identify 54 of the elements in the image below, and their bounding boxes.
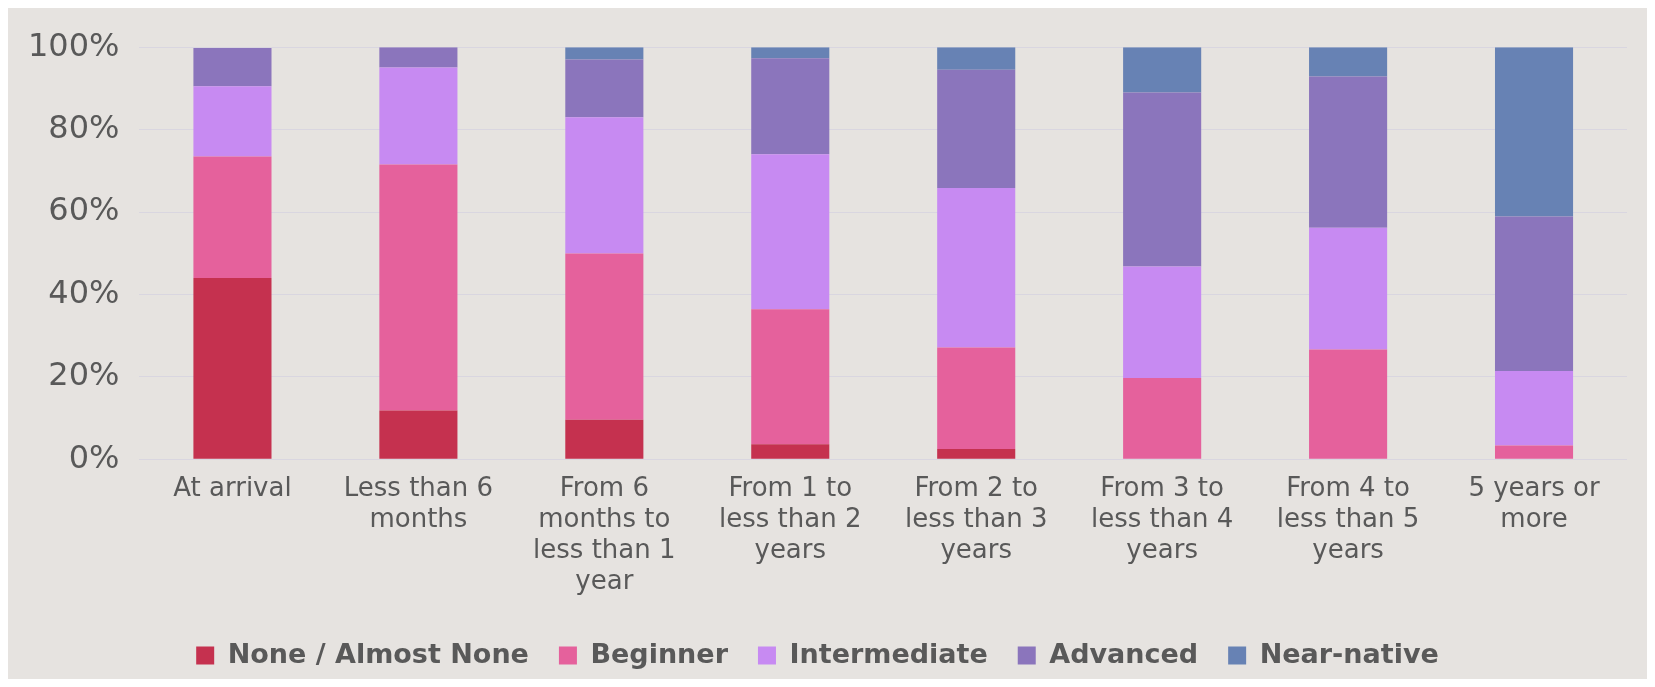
legend-label: Advanced: [1049, 637, 1199, 669]
y-tick-label: 20%: [48, 355, 120, 394]
bar: [937, 188, 1016, 348]
y-tick-label: 60%: [48, 190, 120, 229]
bar: [379, 410, 458, 459]
bar: [1123, 266, 1202, 379]
y-tick-label: 40%: [48, 272, 120, 311]
bar: [1494, 216, 1574, 372]
bar: [379, 67, 458, 165]
bar: [565, 419, 644, 459]
bar: [565, 59, 644, 118]
bar: [565, 47, 644, 60]
bar: [937, 347, 1016, 449]
bar: [1309, 227, 1388, 350]
y-tick-label: 0%: [68, 437, 120, 476]
legend-label: Beginner: [590, 637, 729, 669]
bar: [751, 309, 830, 445]
bar: [937, 47, 1016, 70]
bar: [565, 253, 644, 420]
x-tick-label: At arrival: [173, 471, 292, 502]
bar: [1123, 47, 1202, 93]
legend-label: Near-native: [1259, 637, 1439, 669]
bar: [1309, 76, 1388, 228]
x-tick-label: From 4 to less than 5 years: [1276, 471, 1420, 564]
legend-label: Intermediate: [789, 637, 988, 669]
bar: [193, 277, 272, 459]
y-tick-label: 100%: [28, 25, 120, 64]
bar: [379, 164, 458, 411]
x-tick-label: From 1 to less than 2 years: [719, 471, 862, 564]
x-tick-label: From 6 months to less than 1 year: [533, 471, 676, 596]
bar: [751, 444, 830, 459]
x-tick-label: Less than 6 months: [343, 471, 494, 533]
bar: [1309, 47, 1388, 77]
bar: [751, 47, 830, 59]
bar: [565, 117, 644, 254]
x-tick-label: From 3 to less than 4 years: [1090, 471, 1234, 564]
bar: [1494, 371, 1574, 446]
bar: [1123, 378, 1202, 459]
bar: [937, 69, 1016, 189]
bar: [751, 58, 830, 155]
x-tick-label: From 2 to less than 3 years: [904, 471, 1048, 564]
y-tick-label: 80%: [48, 107, 120, 146]
bar: [193, 48, 272, 87]
bar: [751, 154, 830, 310]
bar: [193, 86, 272, 157]
bar: [193, 156, 272, 278]
bar: [379, 47, 458, 68]
bar: [1494, 445, 1574, 459]
legend-label: None / Almost None: [227, 637, 529, 669]
bar: [1123, 92, 1202, 267]
x-tick-label: 5 years or more: [1468, 471, 1600, 533]
bar: [937, 448, 1016, 459]
bar: [1494, 47, 1574, 217]
bar: [1309, 349, 1388, 459]
